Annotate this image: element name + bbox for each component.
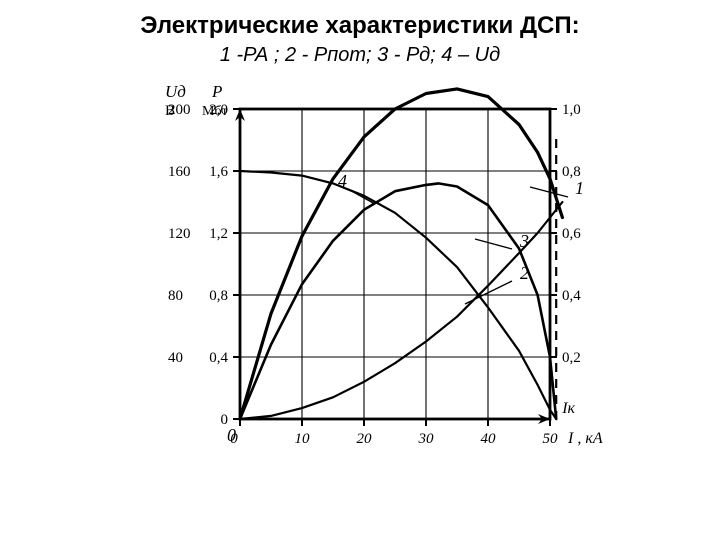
title-line-1: Электрические характеристики ДСП: [0,10,720,42]
svg-text:Uд: Uд [165,82,186,101]
svg-text:0,6: 0,6 [562,226,581,242]
svg-text:40: 40 [481,431,497,447]
curve-label-c2: 2 [520,263,529,283]
svg-text:1,0: 1,0 [562,102,581,118]
svg-text:P: P [211,82,222,101]
curve-label-c1: 1 [575,178,584,198]
svg-text:0,8: 0,8 [209,288,228,304]
chart-title: Электрические характеристики ДСП: 1 -РА … [0,0,720,69]
svg-text:0,2: 0,2 [562,350,581,366]
curve-label-c4: 4 [338,171,347,191]
svg-text:30: 30 [418,431,435,447]
svg-text:1,6: 1,6 [209,164,228,180]
svg-text:0,4: 0,4 [209,350,228,366]
svg-text:80: 80 [168,288,183,304]
svg-text:Iк: Iк [561,400,575,417]
svg-text:0,4: 0,4 [562,288,581,304]
svg-text:40: 40 [168,350,183,366]
svg-text:В: В [165,103,175,119]
svg-text:1,2: 1,2 [209,226,228,242]
svg-text:10: 10 [295,431,311,447]
svg-text:0: 0 [227,425,236,445]
svg-text:50: 50 [543,431,559,447]
title-line-2: 1 -РА ; 2 - Рпот; 3 - Рд; 4 – Uд [0,42,720,69]
svg-text:Мбт: Мбт [202,104,228,119]
chart-container: 01020304050I , кA408012016020000,40,81,2… [0,69,720,499]
svg-text:20: 20 [357,431,373,447]
svg-text:I , кA: I , кA [567,430,603,447]
svg-text:120: 120 [168,226,191,242]
chart-svg: 01020304050I , кA408012016020000,40,81,2… [100,69,620,499]
svg-text:160: 160 [168,164,191,180]
